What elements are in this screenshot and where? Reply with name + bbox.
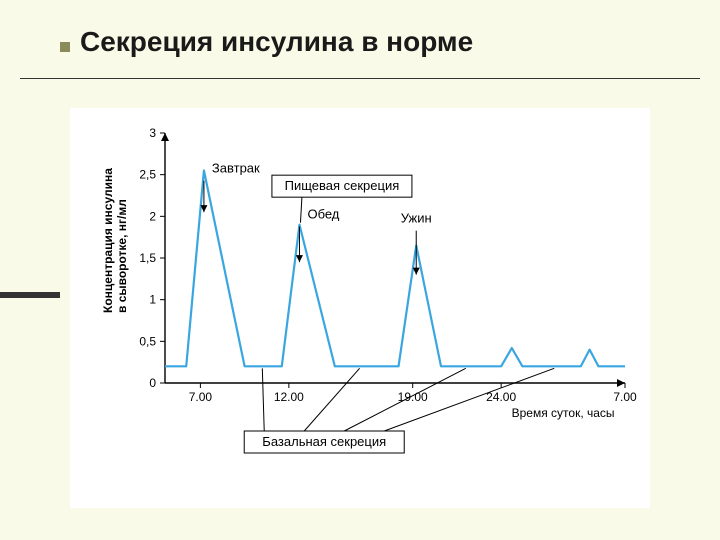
y-axis-label-line1: Концентрация инсулина [101, 168, 115, 313]
y-axis-label-line2: в сыворотке, нг/мл [115, 199, 129, 313]
svg-text:2: 2 [149, 209, 156, 223]
svg-text:12.00: 12.00 [274, 390, 304, 404]
svg-text:3: 3 [149, 126, 156, 140]
svg-text:0: 0 [149, 376, 156, 390]
svg-text:0,5: 0,5 [139, 334, 156, 348]
svg-text:19.00: 19.00 [398, 390, 428, 404]
chart-container: 00,511,522,537.0012.0019.0024.007.00Конц… [70, 108, 650, 508]
slide: Секреция инсулина в норме 0 0,5 1 1,5 2 2,5 3 7… [0, 0, 720, 540]
svg-text:7.00: 7.00 [613, 390, 637, 404]
svg-text:7.00: 7.00 [189, 390, 213, 404]
callout-bottom-label: Базальная секреция [262, 434, 386, 449]
title-bullet [60, 42, 70, 52]
svg-text:1,5: 1,5 [139, 251, 156, 265]
x-axis-label: Время суток, часы [512, 406, 615, 420]
slide-title: Секреция инсулина в норме [80, 26, 473, 58]
insulin-chart: 00,511,522,537.0012.0019.0024.007.00Конц… [70, 108, 650, 508]
svg-text:Ужин: Ужин [401, 211, 432, 226]
divider-top [20, 78, 700, 79]
svg-text:Обед: Обед [307, 206, 339, 221]
insulin-line [165, 171, 625, 367]
callout-top-label: Пищевая секреция [285, 178, 400, 193]
svg-text:2,5: 2,5 [139, 168, 156, 182]
svg-text:Завтрак: Завтрак [212, 161, 260, 176]
divider-left [0, 292, 60, 298]
svg-text:1: 1 [149, 293, 156, 307]
